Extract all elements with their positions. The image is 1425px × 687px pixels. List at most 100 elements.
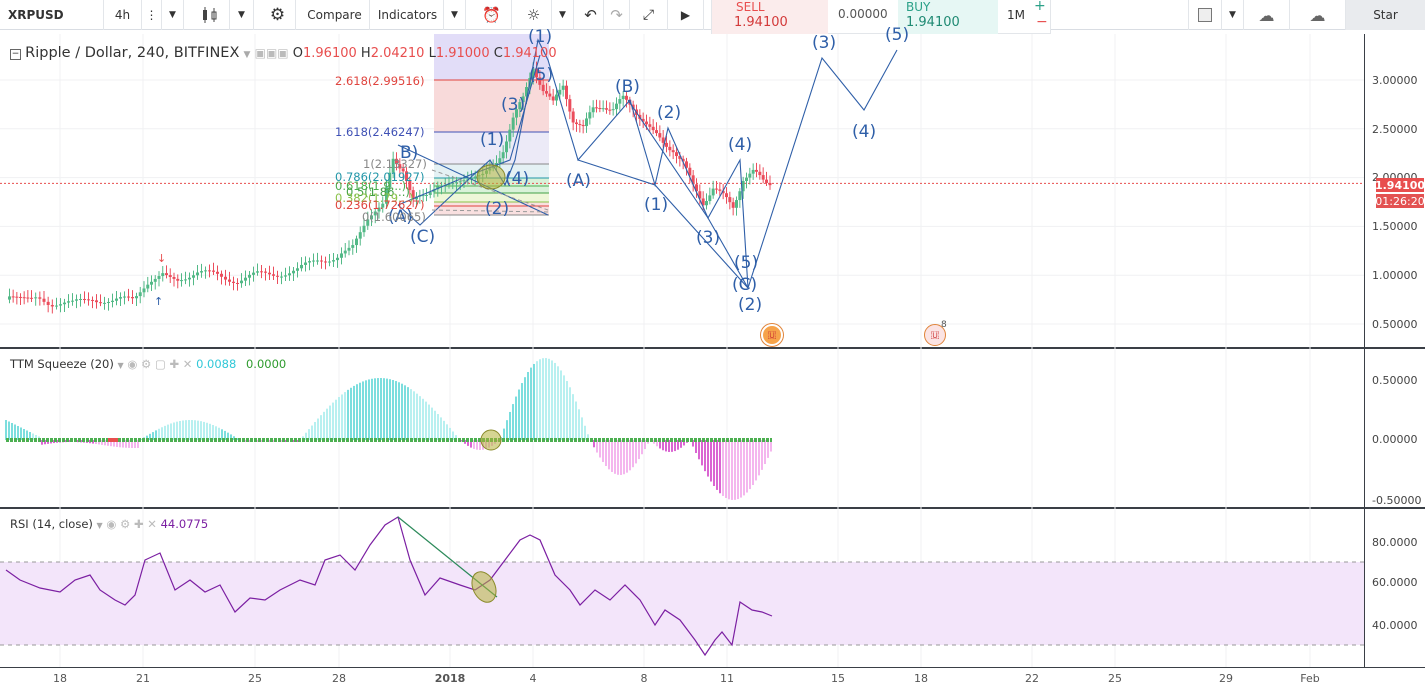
candle-body (745, 177, 748, 181)
dots-icon[interactable]: ⋮ (142, 0, 162, 30)
candle-body (645, 121, 648, 125)
candle-body (111, 300, 114, 302)
candle-body (405, 171, 408, 182)
wave-label: (5) (885, 25, 909, 45)
star-label: Star (1373, 8, 1398, 22)
candle-body (575, 122, 578, 125)
candle-body (748, 173, 752, 178)
chevron-down-icon[interactable]: ▼ (552, 0, 574, 30)
candle-body (95, 300, 98, 303)
chevron-down-icon[interactable]: ▼ (230, 0, 254, 30)
candle-body (447, 184, 451, 186)
candle-body (715, 188, 718, 190)
chevron-down-icon[interactable]: ▼ (162, 0, 184, 30)
wave-label: (5) (734, 253, 758, 273)
candle-body (761, 175, 765, 180)
compare-button[interactable]: Compare (300, 0, 370, 30)
candle-body (196, 272, 199, 276)
candle-body (728, 197, 732, 203)
wave-label: B) (400, 143, 418, 163)
chevron-down-icon[interactable]: ▼ (444, 0, 466, 30)
candle-body (115, 298, 118, 301)
star-button[interactable]: Star (1346, 0, 1425, 30)
chevron-down-icon[interactable]: ▼ (1222, 0, 1244, 30)
candles-icon[interactable] (190, 0, 230, 30)
candle-body (731, 202, 735, 208)
candle-body (545, 91, 548, 94)
quantity-button[interactable]: 1M (1000, 0, 1032, 30)
candle-body (505, 141, 508, 153)
chevron-down-icon[interactable]: ▼ (117, 361, 124, 370)
pane-separator[interactable] (0, 507, 1425, 509)
pane-separator[interactable] (0, 347, 1425, 349)
last-price-tag: 1.94100 (1374, 178, 1425, 192)
chart-title: Ripple / Dollar, 240, BITFINEX (25, 45, 240, 61)
fullscreen-icon[interactable]: ⤢ (630, 0, 668, 30)
close-value: 1.94100 (502, 46, 557, 61)
indicator-controls-icons[interactable]: ◉ ⚙ ✚ ✕ (106, 517, 157, 531)
candle-body (428, 192, 432, 195)
up-arrow-marker: ↑ (154, 295, 163, 308)
cloud-save-icon[interactable]: ☁ (1290, 0, 1346, 30)
candle-body (256, 271, 259, 273)
legend-settings-icons[interactable]: ▣▣▣ (254, 46, 289, 60)
collapse-icon[interactable]: − (10, 49, 21, 60)
undo-icon[interactable]: ↶ (578, 0, 604, 30)
candle-body (755, 169, 758, 172)
chevron-down-icon[interactable]: ▼ (243, 50, 251, 60)
time-axis-label: 8 (640, 672, 648, 685)
candle-body (180, 280, 183, 282)
play-icon[interactable]: ▶ (668, 0, 704, 30)
minus-icon[interactable]: − (1036, 14, 1048, 30)
candle-body (501, 152, 505, 159)
cloud-load-icon[interactable]: ☁ (1244, 0, 1290, 30)
low-label: L (428, 46, 436, 61)
candle-body (304, 262, 307, 265)
candle-body (621, 95, 625, 100)
candle-body (83, 298, 86, 300)
redo-icon[interactable]: ↷ (604, 0, 630, 30)
us-flag-event-icon[interactable]: 🇺 (924, 324, 946, 346)
indicators-button[interactable]: Indicators (372, 0, 444, 30)
wave-label: (1) (480, 130, 504, 150)
candle-body (701, 198, 705, 206)
candle-body (661, 137, 665, 143)
sell-button[interactable]: SELL 1.94100 (712, 0, 828, 34)
ttm-pane[interactable] (0, 349, 1425, 507)
time-axis-label: 15 (831, 672, 845, 685)
chevron-down-icon[interactable]: ▼ (96, 521, 103, 530)
fib-level-label: 1.618(2.46247) (335, 125, 425, 139)
event-count-badge: 8 (941, 320, 947, 330)
alert-icon[interactable]: ⏰ (472, 0, 512, 30)
candle-body (538, 77, 542, 85)
fib-zone (434, 80, 549, 132)
candle-body (758, 171, 762, 176)
candle-body (228, 279, 231, 282)
candle-body (260, 271, 263, 273)
low-value: 1.91000 (435, 46, 490, 61)
indicator-controls-icons[interactable]: ◉ ⚙ ▢ ✚ ✕ (127, 357, 193, 371)
candle-body (123, 296, 126, 298)
gear-icon[interactable]: ⚙ (260, 0, 296, 30)
rsi-title: RSI (14, close) (10, 517, 93, 531)
candle-body (518, 102, 522, 110)
highlight-ellipse (480, 429, 502, 451)
symbol-search[interactable]: XRPUSD (0, 0, 104, 30)
candle-body (224, 276, 227, 280)
buy-price: 1.94100 (906, 15, 960, 30)
candle-body (200, 271, 203, 273)
candle-body (284, 275, 287, 277)
candle-body (608, 109, 612, 111)
time-axis-label: 2018 (434, 672, 466, 685)
buy-button[interactable]: BUY 1.94100 (898, 0, 998, 34)
plus-icon[interactable]: + (1034, 0, 1046, 14)
us-flag-event-icon[interactable]: 🇺 (761, 324, 783, 346)
fib-zone (434, 202, 549, 215)
time-axis-label: 21 (136, 672, 150, 685)
interval-button[interactable]: 4h (104, 0, 142, 30)
square-icon[interactable] (1188, 0, 1222, 30)
candle-body (381, 203, 385, 208)
candle-body (751, 169, 755, 174)
bulb-icon[interactable]: ☼ (516, 0, 552, 30)
